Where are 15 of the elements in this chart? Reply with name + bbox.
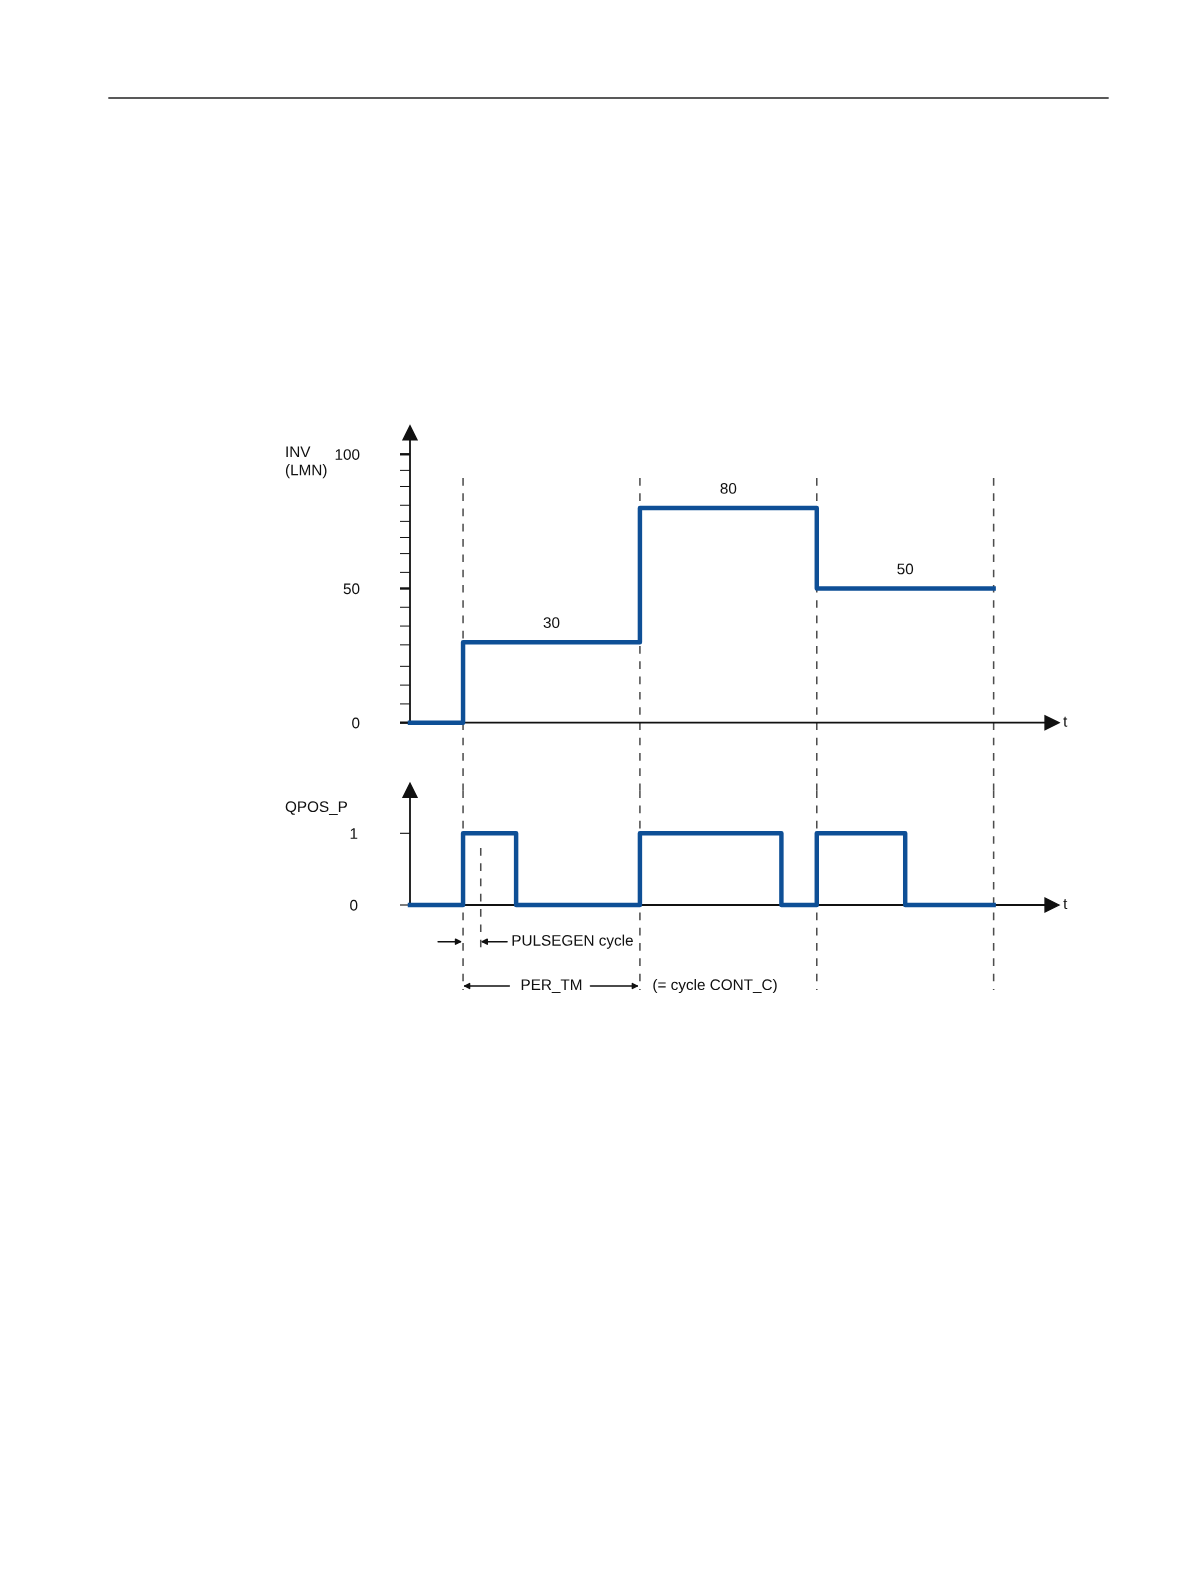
y-tick-label: 0: [350, 899, 358, 911]
y-axis-title: INV (LMN): [285, 446, 327, 479]
y-tick-label: 1: [350, 828, 358, 839]
text: (= cycle CONT_C): [653, 978, 777, 994]
y-tick-label: 0: [352, 717, 360, 729]
text: PER_TM: [521, 979, 582, 993]
data-label: 80: [720, 483, 737, 494]
text: PULSEGEN cycle: [512, 934, 633, 949]
x-axis-title: t: [1063, 716, 1068, 727]
y-axis-title: QPOS_P: [285, 801, 348, 815]
y-tick-label: 50: [343, 583, 360, 595]
data-label: 50: [897, 563, 914, 575]
data-label: 30: [543, 617, 560, 629]
y-tick-label: 100: [335, 449, 360, 460]
x-axis-title: t: [1063, 899, 1068, 910]
